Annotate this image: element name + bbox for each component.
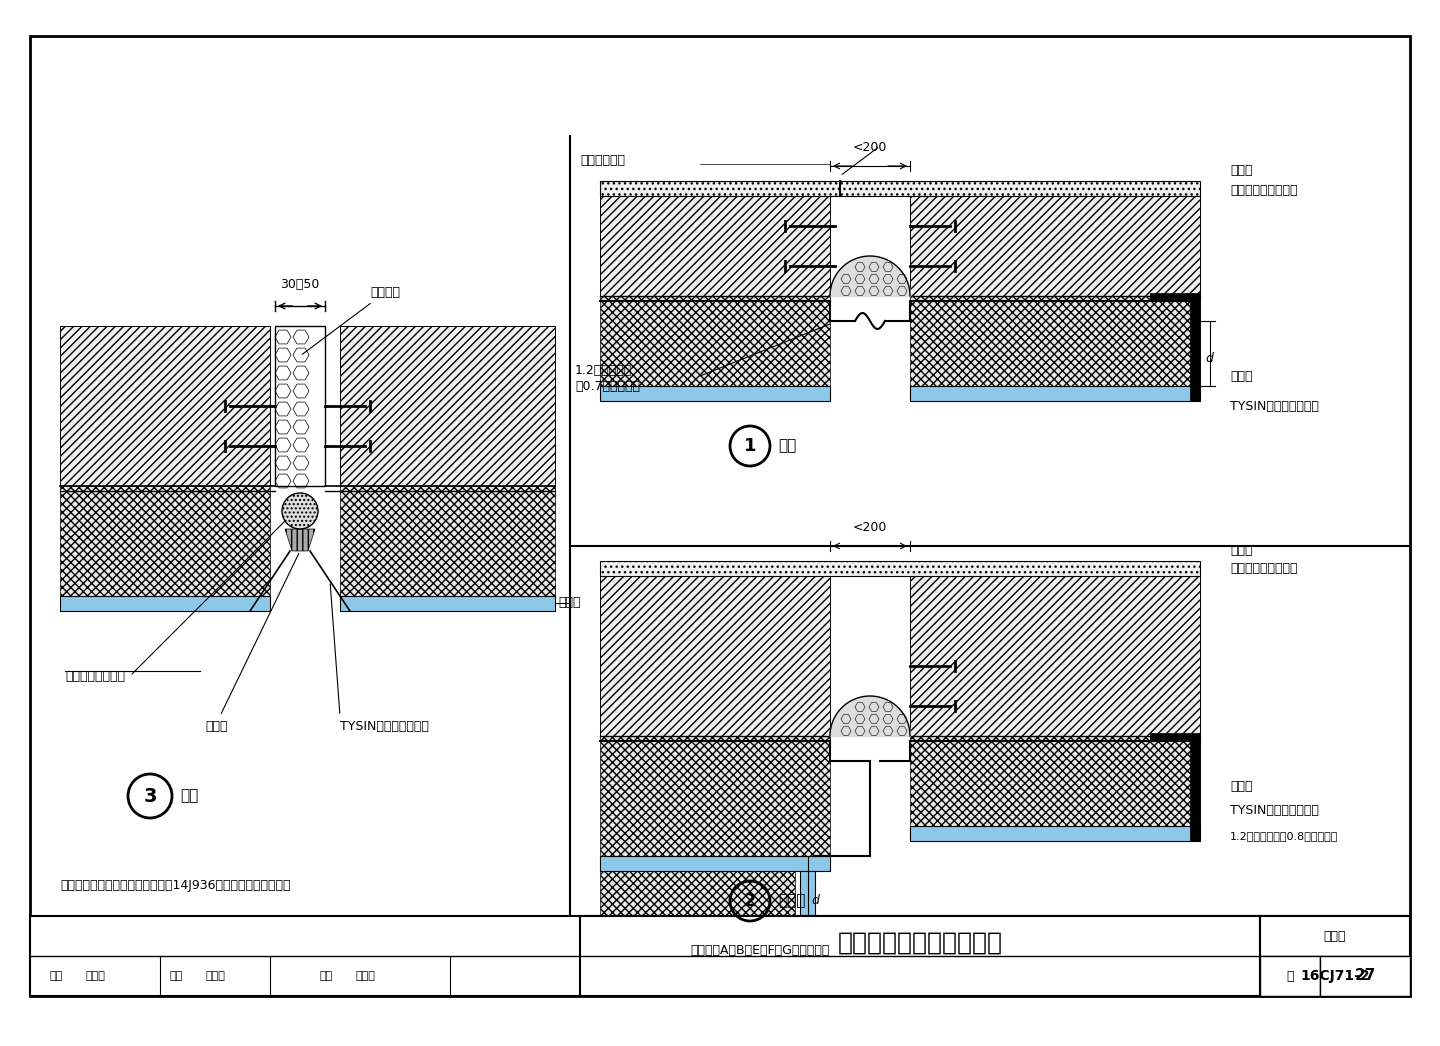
Text: 保温层: 保温层 [1230,779,1253,793]
Text: 乔维军: 乔维军 [356,971,374,981]
Text: 平缝: 平缝 [778,438,796,454]
Bar [801,871,815,936]
Text: 保温条: 保温条 [1230,164,1253,178]
Text: 1: 1 [743,437,756,455]
Text: 设计: 设计 [320,971,333,981]
Bar [1320,956,1410,996]
Bar [340,596,554,611]
Text: 审核: 审核 [50,971,63,981]
Bar [910,386,1200,401]
Polygon shape [600,576,829,736]
Text: 2: 2 [743,892,756,910]
Text: 密封膏: 密封膏 [204,720,228,732]
Text: 聚乙烯泡沫塑料棒: 聚乙烯泡沫塑料棒 [65,669,125,682]
Text: d: d [1205,351,1212,364]
Polygon shape [285,529,315,551]
Polygon shape [340,326,554,486]
Text: 注：变形缝定型产品另见国标图集14J936《变形缝建筑构造》。: 注：变形缝定型产品另见国标图集14J936《变形缝建筑构造》。 [60,880,291,892]
Bar [1260,956,1320,996]
Text: <200: <200 [852,141,887,154]
Bar [1151,293,1200,301]
Text: 保温层: 保温层 [559,596,580,610]
Polygon shape [910,736,1200,826]
Text: TYSIN软质仿石（砖）: TYSIN软质仿石（砖） [340,720,429,732]
Bar [600,181,1200,196]
Text: 1.2厚铝合金板或0.8厚镀锌钢板: 1.2厚铝合金板或0.8厚镀锌钢板 [1230,831,1338,841]
Text: 图集号: 图集号 [1323,930,1346,942]
Polygon shape [600,296,829,386]
Text: 保温层: 保温层 [1230,369,1253,383]
Bar [1260,916,1410,996]
Text: 填保温板: 填保温板 [302,286,400,355]
Text: TYSIN软质仿石（砖）: TYSIN软质仿石（砖） [1230,400,1319,412]
Text: 3: 3 [143,787,157,805]
Bar [580,916,1260,996]
Text: 保温条: 保温条 [1230,545,1253,558]
Polygon shape [600,736,829,856]
Text: 页: 页 [1286,970,1293,982]
Text: 李文龙: 李文龙 [204,971,225,981]
Polygon shape [600,196,829,296]
Text: 1.2厚铝合金板: 1.2厚铝合金板 [575,364,632,378]
Text: 16CJ71-2: 16CJ71-2 [1300,969,1369,983]
Text: 雷进元: 雷进元 [85,971,105,981]
Text: 基层墙体变形缝节点构造: 基层墙体变形缝节点构造 [838,931,1002,955]
Bar [600,386,829,401]
Text: 转角缝: 转角缝 [778,893,805,909]
Text: d: d [811,894,819,908]
Text: 校对: 校对 [170,971,183,981]
Bar [1189,296,1200,401]
Bar [1189,736,1200,841]
Bar [600,561,1200,576]
Polygon shape [60,486,271,596]
Bar [275,326,325,486]
Bar [60,596,271,611]
Text: 平缝: 平缝 [180,789,199,803]
Text: <200: <200 [852,521,887,535]
Bar [910,826,1200,841]
Text: 30～50: 30～50 [281,278,320,291]
Bar [30,916,1410,996]
Text: 射钉或水泥钉: 射钉或水泥钉 [580,155,625,167]
Polygon shape [910,576,1200,736]
Polygon shape [910,196,1200,296]
Polygon shape [340,486,554,596]
Text: 27: 27 [1354,969,1375,983]
Text: TYSIN软质仿石（砖）: TYSIN软质仿石（砖） [1230,804,1319,818]
Bar [1151,733,1200,741]
Circle shape [282,493,318,529]
Text: 或0.7厚镀锌铜板: 或0.7厚镀锌铜板 [575,380,639,392]
Text: 用胶粘贴在两侧墙上: 用胶粘贴在两侧墙上 [1230,184,1297,198]
Polygon shape [910,296,1200,386]
Polygon shape [60,326,271,486]
Polygon shape [600,856,795,936]
Text: （适用于A、B、E、F、G型外保温）: （适用于A、B、E、F、G型外保温） [690,945,829,957]
Text: 用胶粘贴在两侧墙上: 用胶粘贴在两侧墙上 [1230,562,1297,574]
Bar [600,856,829,871]
